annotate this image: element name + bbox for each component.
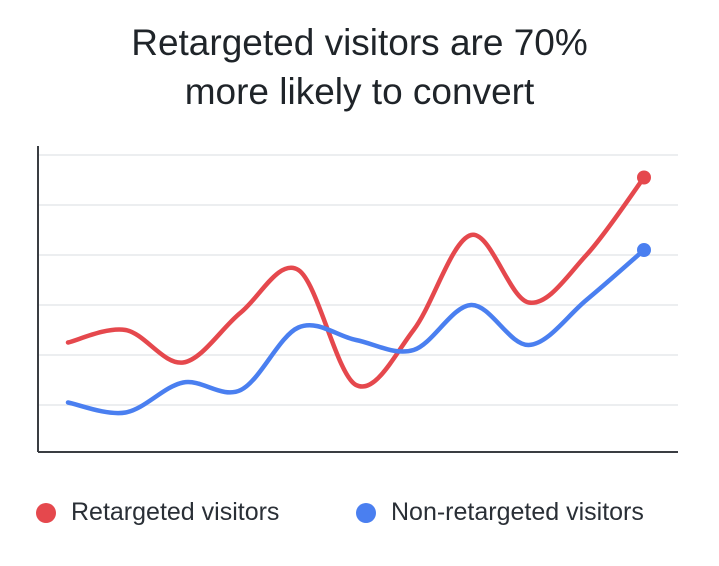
chart-title: Retargeted visitors are 70% more likely … [0,18,719,116]
legend-dot-icon [356,502,376,523]
gridlines [38,154,678,406]
chart-title-line-2: more likely to convert [184,71,535,112]
legend-item-non-retargeted: Non-retargeted visitors [356,498,644,527]
series-end-point-non-retargeted [637,243,651,257]
series-line-non-retargeted [65,247,647,416]
series-line-retargeted [65,175,647,389]
series-end-point-retargeted [637,170,651,185]
legend-label: Non-retargeted visitors [391,498,644,526]
chart-title-line-1: Retargeted visitors are 70% [131,22,588,63]
legend: Retargeted visitors Non-retargeted visit… [0,498,719,534]
legend-label: Retargeted visitors [71,498,280,526]
legend-dot-icon [36,502,56,523]
series-layer [65,170,651,416]
legend-item-retargeted: Retargeted visitors [36,498,279,527]
